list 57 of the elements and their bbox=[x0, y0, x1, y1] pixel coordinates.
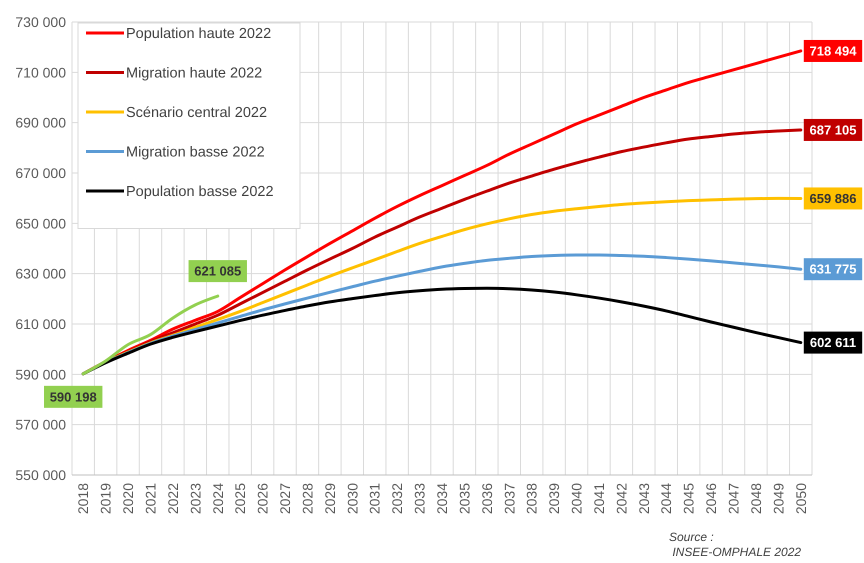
x-tick-label: 2020 bbox=[120, 482, 136, 514]
x-tick-label: 2044 bbox=[658, 482, 674, 514]
x-tick-label: 2033 bbox=[412, 482, 428, 514]
x-tick-label: 2030 bbox=[344, 482, 360, 514]
x-tick-label: 2022 bbox=[164, 482, 181, 514]
x-tick-label: 2023 bbox=[187, 482, 204, 514]
x-tick-label: 2031 bbox=[366, 482, 383, 514]
x-tick-label: 2027 bbox=[277, 482, 294, 514]
y-tick-label: 670 000 bbox=[15, 165, 66, 181]
x-tick-label: 2038 bbox=[524, 482, 540, 514]
x-tick-label: 2028 bbox=[299, 482, 316, 514]
data-label: 659 886 bbox=[809, 190, 856, 206]
x-tick-label: 2024 bbox=[210, 482, 226, 514]
source-note: Source : INSEE-OMPHALE 2022 bbox=[669, 530, 802, 559]
y-tick-label: 550 000 bbox=[15, 467, 66, 483]
x-tick-label: 2047 bbox=[726, 482, 742, 514]
data-label: 602 611 bbox=[810, 335, 856, 350]
x-tick-label: 2034 bbox=[434, 482, 450, 514]
x-tick-label: 2029 bbox=[322, 482, 338, 514]
data-label: 718 494 bbox=[809, 43, 858, 58]
legend-label: Scénario central 2022 bbox=[126, 105, 268, 121]
legend-label: Migration basse 2022 bbox=[126, 144, 265, 160]
data-label: 621 085 bbox=[194, 264, 242, 279]
x-tick-label: 2039 bbox=[546, 482, 562, 514]
x-tick-label: 2046 bbox=[703, 482, 720, 514]
data-label: 631 775 bbox=[809, 262, 856, 277]
y-tick-label: 690 000 bbox=[15, 114, 66, 131]
x-tick-label: 2048 bbox=[748, 482, 764, 514]
x-tick-label: 2042 bbox=[613, 482, 630, 514]
x-tick-label: 2035 bbox=[456, 482, 472, 514]
y-tick-label: 650 000 bbox=[15, 215, 66, 232]
x-tick-label: 2049 bbox=[770, 482, 786, 514]
legend-label: Migration haute 2022 bbox=[126, 66, 262, 82]
x-tick-label: 2043 bbox=[636, 482, 652, 514]
x-tick-label: 2032 bbox=[389, 482, 406, 514]
x-tick-label: 2037 bbox=[501, 482, 518, 514]
y-tick-label: 570 000 bbox=[15, 416, 66, 433]
x-tick-label: 2025 bbox=[232, 482, 248, 514]
legend-label: Population basse 2022 bbox=[126, 184, 274, 200]
y-tick-label: 730 000 bbox=[15, 14, 66, 30]
x-tick-label: 2026 bbox=[254, 482, 271, 514]
y-tick-label: 630 000 bbox=[15, 266, 66, 282]
y-tick-label: 710 000 bbox=[15, 64, 66, 80]
y-tick-label: 610 000 bbox=[15, 316, 66, 332]
x-tick-label: 2018 bbox=[75, 482, 92, 514]
x-tick-label: 2045 bbox=[680, 482, 697, 514]
y-tick-label: 590 000 bbox=[15, 366, 66, 382]
data-label: 687 105 bbox=[809, 122, 856, 138]
data-label: 590 198 bbox=[50, 389, 97, 404]
x-tick-label: 2040 bbox=[568, 482, 585, 514]
legend-label: Population haute 2022 bbox=[126, 26, 272, 42]
line-series bbox=[82, 294, 220, 376]
x-tick-label: 2036 bbox=[478, 482, 495, 514]
x-tick-label: 2041 bbox=[590, 482, 607, 514]
x-tick-label: 2050 bbox=[792, 482, 809, 514]
x-tick-label: 2019 bbox=[98, 482, 114, 514]
x-tick-label: 2021 bbox=[142, 482, 158, 514]
